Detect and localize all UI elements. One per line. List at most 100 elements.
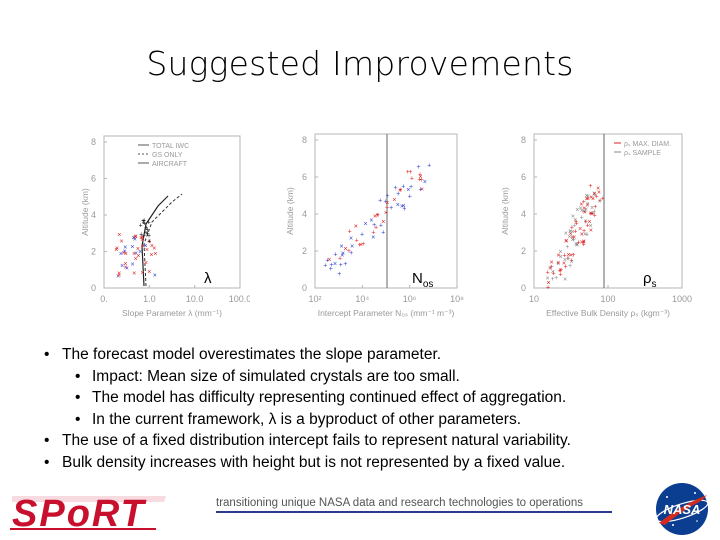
scatter-point: × — [392, 197, 396, 204]
scatter-point: × — [152, 246, 156, 253]
x-tick-label: 10.0 — [186, 294, 204, 304]
scatter-point: × — [115, 246, 119, 253]
scatter-point: + — [325, 258, 329, 265]
y-tick-label: 2 — [302, 246, 307, 256]
scatter-point: + — [361, 241, 365, 248]
scatter-point: × — [134, 233, 138, 240]
scatter-point: × — [117, 273, 121, 280]
sub-bullet-item: • The model has difficulty representing c… — [42, 387, 702, 409]
y-tick-label: 8 — [521, 135, 526, 145]
scatter-point: + — [568, 263, 572, 270]
scatter-point: × — [587, 219, 591, 226]
scatter-point: × — [114, 247, 118, 254]
scatter-point: × — [578, 206, 582, 213]
scatter-point: × — [384, 210, 388, 217]
scatter-point: × — [339, 244, 343, 251]
scatter-point: + — [348, 229, 352, 236]
scatter-point: + — [588, 183, 592, 190]
scatter-point: + — [374, 225, 378, 232]
y-tick-label: 6 — [521, 172, 526, 182]
legend-entry: TOTAL IWC — [152, 143, 189, 150]
scatter-point: × — [117, 232, 121, 239]
y-tick-label: 0 — [302, 283, 307, 293]
scatter-point: × — [563, 257, 567, 264]
scatter-point: × — [574, 242, 578, 249]
bullet-marker: • — [44, 346, 50, 363]
scatter-point: + — [381, 230, 385, 237]
scatter-point: × — [579, 201, 583, 208]
scatter-point: × — [423, 179, 427, 186]
footer-tagline: transitioning unique NASA data and resea… — [216, 497, 583, 509]
x-tick-label: 10⁸ — [450, 294, 464, 304]
y-axis-label: Altitude (km) — [500, 187, 510, 235]
bullet-marker: • — [75, 367, 81, 385]
scatter-point: × — [585, 203, 589, 210]
bullet-text: Bulk density increases with height but i… — [62, 453, 566, 471]
x-tick-label: 0. — [100, 294, 108, 304]
scatter-point: + — [563, 264, 567, 271]
scatter-point: × — [582, 239, 586, 246]
scatter-point: × — [132, 235, 136, 242]
scatter-point: × — [396, 202, 400, 209]
x-tick-label: 10 — [529, 294, 539, 304]
aircraft-point: + — [142, 233, 146, 240]
scatter-point: × — [373, 213, 377, 220]
scatter-point: × — [592, 191, 596, 198]
bullet-item: • Bulk density increases with height but … — [42, 452, 702, 474]
scatter-point: × — [593, 192, 597, 199]
scatter-point: × — [140, 237, 144, 244]
y-axis-label: Altitude (km) — [285, 187, 295, 235]
footer-divider — [216, 511, 612, 513]
scatter-point: × — [550, 259, 554, 266]
scatter-point: × — [571, 213, 575, 220]
scatter-point: × — [134, 256, 138, 263]
scatter-point: + — [355, 237, 359, 244]
scatter-point: × — [132, 235, 136, 242]
scatter-point: + — [562, 253, 566, 260]
scatter-point: × — [585, 196, 589, 203]
scatter-point: × — [562, 261, 566, 268]
sport-logo: SPoRT — [10, 493, 166, 534]
scatter-point: + — [582, 228, 586, 235]
scatter-point: × — [585, 193, 589, 200]
scatter-point: × — [596, 186, 600, 193]
scatter-point: + — [546, 284, 550, 291]
scatter-point: × — [143, 243, 147, 250]
scatter-point: × — [580, 240, 584, 247]
scatter-point: + — [394, 185, 398, 192]
scatter-point: + — [582, 199, 586, 206]
scatter-point: × — [548, 265, 552, 272]
scatter-point: + — [385, 205, 389, 212]
scatter-point: + — [550, 264, 554, 271]
scatter-point: × — [140, 234, 144, 241]
scatter-point: + — [571, 252, 575, 259]
scatter-point: × — [568, 228, 572, 235]
aircraft-point: + — [145, 227, 149, 234]
scatter-point: + — [551, 271, 555, 278]
scatter-point: × — [578, 226, 582, 233]
y-tick-label: 6 — [302, 172, 307, 182]
nasa-logo: NASA — [655, 483, 709, 535]
x-tick-label: 1000 — [672, 294, 692, 304]
scatter-point: × — [592, 190, 596, 197]
scatter-point: × — [123, 261, 127, 268]
scatter-point: × — [580, 208, 584, 215]
scatter-point: × — [123, 264, 127, 271]
scatter-point: × — [582, 206, 586, 213]
scatter-point: × — [569, 253, 573, 260]
scatter-point: × — [556, 253, 560, 260]
scatter-point: × — [369, 218, 373, 225]
scatter-point: × — [575, 243, 579, 250]
scatter-point: × — [569, 231, 573, 238]
scatter-point: × — [122, 250, 126, 257]
scatter-point: × — [150, 243, 154, 250]
scatter-point: + — [546, 269, 550, 276]
scatter-point: + — [584, 219, 588, 226]
aircraft-point: + — [147, 239, 151, 246]
scatter-point: + — [565, 244, 569, 251]
scatter-point: + — [566, 256, 570, 263]
scatter-point: × — [559, 254, 563, 261]
scatter-point: + — [558, 267, 562, 274]
scatter-point: × — [363, 221, 367, 228]
scatter-point: × — [344, 246, 348, 253]
